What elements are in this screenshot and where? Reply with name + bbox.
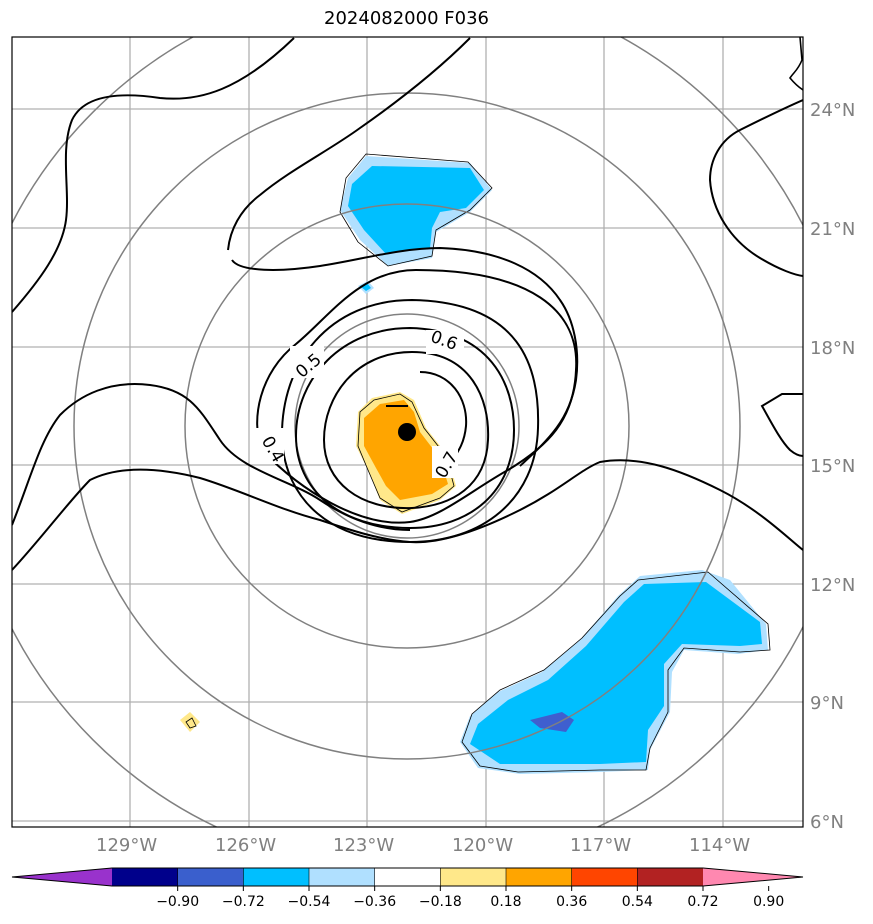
- colorbar-tick-label: 0.90: [753, 894, 784, 910]
- colorbar-box: [637, 868, 704, 886]
- lat-label: 21°N: [810, 219, 855, 240]
- lat-label: 24°N: [810, 100, 855, 121]
- colorbar-box: [309, 868, 376, 886]
- colorbar: −0.90 −0.72 −0.54 −0.36 −0.18 0.18 0.36 0.54 0.7…: [11, 867, 804, 910]
- colorbar-box: [440, 868, 507, 886]
- lon-label: 114°W: [689, 835, 750, 856]
- longitude-labels: 129°W 126°W 123°W 120°W 117°W 114°W: [96, 835, 750, 856]
- negative-field-strong: [530, 712, 574, 732]
- colorbar-box: [571, 868, 638, 886]
- colorbar-tick-label: −0.54: [288, 894, 331, 910]
- colorbar-extend-max: [703, 868, 803, 886]
- latitude-labels: 24°N 21°N 18°N 15°N 12°N 9°N 6°N: [810, 100, 855, 833]
- colorbar-box: [243, 868, 310, 886]
- map-title: 2024082000 F036: [324, 8, 489, 29]
- colorbar-tick-label: 0.36: [556, 894, 587, 910]
- lon-label: 123°W: [333, 835, 394, 856]
- lat-label: 12°N: [810, 575, 855, 596]
- colorbar-tick-label: 0.72: [687, 894, 718, 910]
- colorbar-box: [112, 868, 179, 886]
- lat-label: 15°N: [810, 456, 855, 477]
- colorbar-box: [374, 868, 441, 886]
- colorbar-tick-label: 0.18: [490, 894, 521, 910]
- colorbar-extend-min: [12, 868, 112, 886]
- lat-label: 18°N: [810, 338, 855, 359]
- colorbar-tick-label: −0.36: [353, 894, 396, 910]
- contour-label-masks: [254, 330, 464, 478]
- lon-label: 129°W: [96, 835, 157, 856]
- lon-label: 126°W: [215, 835, 276, 856]
- lat-label: 9°N: [810, 693, 844, 714]
- storm-center-marker: [398, 423, 416, 441]
- colorbar-tick-label: −0.72: [222, 894, 265, 910]
- map-frame: [11, 36, 804, 828]
- colorbar-tick-label: 0.54: [622, 894, 653, 910]
- lat-label: 6°N: [810, 812, 844, 833]
- colorbar-box: [177, 868, 244, 886]
- colorbar-outline: [11, 867, 804, 887]
- colorbar-box: [506, 868, 573, 886]
- lon-label: 117°W: [570, 835, 631, 856]
- lon-label: 120°W: [452, 835, 513, 856]
- colorbar-tick-label: −0.18: [419, 894, 462, 910]
- colorbar-tick-label: −0.90: [156, 894, 199, 910]
- positive-field-core: [364, 400, 448, 500]
- field-outlines: [185, 153, 771, 773]
